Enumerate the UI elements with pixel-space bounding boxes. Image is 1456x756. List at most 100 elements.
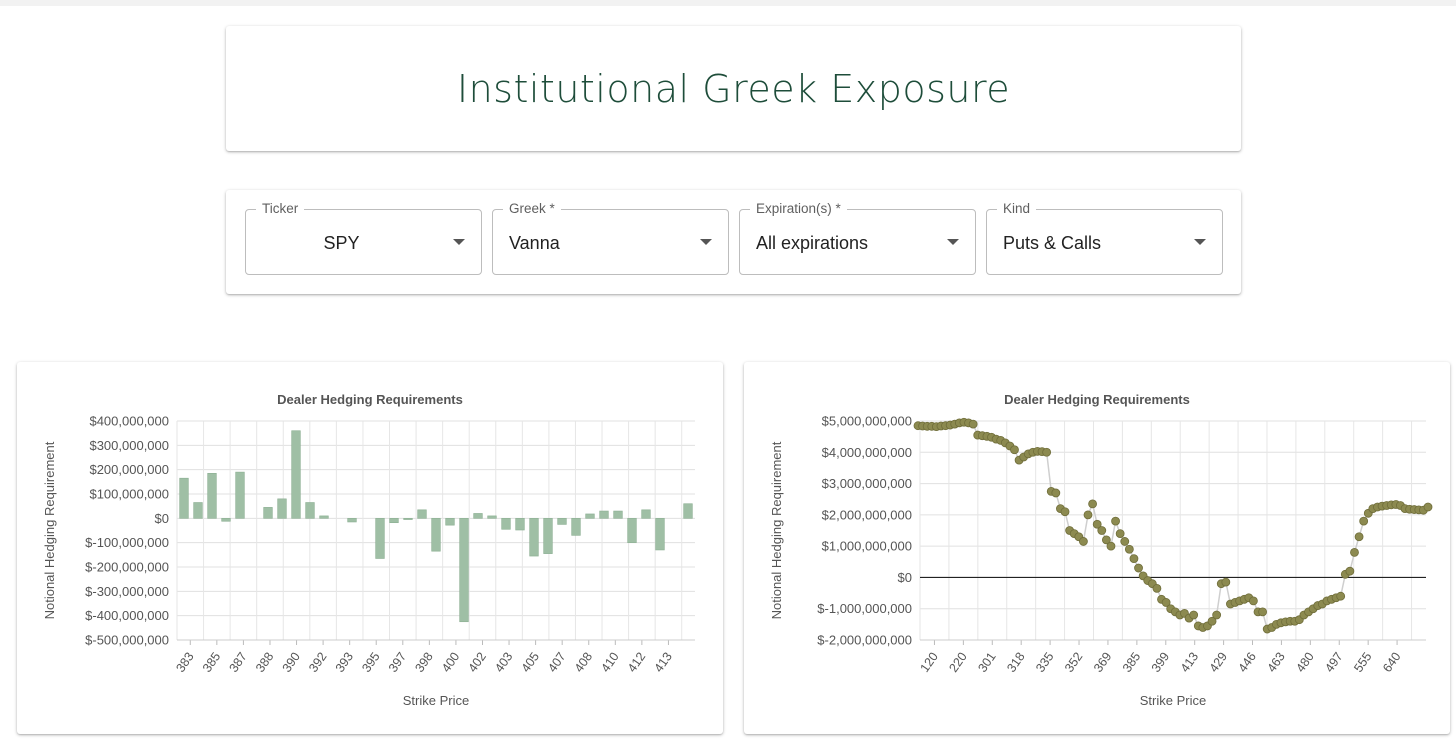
bar[interactable] — [571, 518, 581, 536]
scatter-point[interactable] — [1092, 519, 1102, 529]
bar[interactable] — [641, 509, 651, 519]
y-tick-label: $-300,000,000 — [85, 584, 169, 599]
x-tick-label: 383 — [173, 650, 196, 675]
ticker-value: SPY — [323, 233, 360, 253]
bar[interactable] — [263, 507, 273, 519]
bar[interactable] — [613, 510, 623, 519]
scatter-point[interactable] — [1101, 535, 1111, 545]
bar[interactable] — [501, 518, 511, 530]
scatter-point[interactable] — [1258, 607, 1267, 617]
scatter-point[interactable] — [1212, 610, 1222, 620]
y-tick-label: $-400,000,000 — [85, 608, 169, 623]
series-line — [917, 421, 1429, 631]
scatter-point[interactable] — [1111, 516, 1120, 526]
scatter-point[interactable] — [1088, 499, 1097, 509]
bar[interactable] — [403, 518, 413, 520]
filter-card: Ticker SPY Greek * Vanna Expiration(s) *… — [226, 190, 1241, 294]
bar[interactable] — [515, 518, 525, 531]
bar[interactable] — [221, 518, 231, 522]
x-tick-label: 446 — [1236, 650, 1259, 675]
y-axis-label: Notional Hedging Requirement — [42, 441, 57, 619]
scatter-point[interactable] — [1345, 566, 1355, 576]
x-tick-label: 497 — [1322, 650, 1345, 675]
scatter-point[interactable] — [1221, 577, 1231, 587]
scatter-point[interactable] — [1207, 616, 1217, 626]
kind-value: Puts & Calls — [1003, 233, 1102, 253]
bar[interactable] — [585, 513, 595, 519]
x-tick-label: 412 — [625, 650, 648, 675]
scatter-point[interactable] — [1423, 502, 1433, 512]
scatter-point[interactable] — [968, 419, 978, 429]
y-tick-label: $4,000,000,000 — [822, 445, 912, 460]
scatter-point[interactable] — [1042, 447, 1052, 457]
bar[interactable] — [277, 498, 287, 519]
scatter-point[interactable] — [1010, 445, 1019, 455]
scatter-point[interactable] — [1051, 488, 1061, 498]
scatter-point[interactable] — [1115, 529, 1125, 539]
bar[interactable] — [529, 518, 539, 557]
scatter-point[interactable] — [1350, 547, 1359, 557]
ticker-select[interactable]: Ticker SPY — [245, 201, 482, 275]
scatter-point[interactable] — [1249, 596, 1258, 606]
x-tick-label: 399 — [1149, 650, 1172, 675]
scatter-point[interactable] — [1134, 563, 1143, 573]
bar[interactable] — [319, 515, 329, 519]
bar[interactable] — [291, 430, 301, 519]
scatter-point[interactable] — [1336, 591, 1346, 601]
y-axis-label: Notional Hedging Requirement — [769, 441, 784, 619]
expiration-select[interactable]: Expiration(s) * All expirations — [739, 201, 976, 275]
x-tick-label: 640 — [1380, 650, 1403, 675]
bar[interactable] — [375, 518, 385, 559]
bar[interactable] — [347, 518, 357, 523]
bar-chart-card: Dealer Hedging Requirements $400,000,000 $… — [17, 362, 723, 734]
bar[interactable] — [557, 518, 567, 525]
scatter-point[interactable] — [1354, 532, 1364, 542]
bar[interactable] — [543, 518, 553, 554]
y-tick-label: $-200,000,000 — [85, 560, 169, 575]
caret-down-icon[interactable] — [453, 239, 465, 245]
bar[interactable] — [235, 471, 245, 519]
bar[interactable] — [417, 509, 427, 519]
scatter-point[interactable] — [1359, 516, 1369, 526]
scatter-point[interactable] — [1129, 554, 1139, 564]
scatter-point[interactable] — [1124, 544, 1134, 554]
chart-title: Dealer Hedging Requirements — [277, 392, 463, 407]
y-tick-label: $2,000,000,000 — [822, 507, 912, 522]
scatter-point[interactable] — [1161, 598, 1171, 607]
x-tick-label: 463 — [1264, 650, 1287, 675]
caret-down-icon[interactable] — [1194, 239, 1206, 245]
kind-select[interactable]: Kind Puts & Calls — [986, 201, 1223, 275]
bar[interactable] — [305, 502, 315, 519]
scatter-point[interactable] — [1060, 507, 1070, 517]
bar[interactable] — [487, 515, 497, 519]
bar[interactable] — [683, 503, 693, 519]
scatter-point[interactable] — [1120, 537, 1130, 546]
bar[interactable] — [655, 518, 665, 551]
x-tick-label: 387 — [226, 650, 249, 675]
x-tick-label: 403 — [492, 650, 515, 675]
bar[interactable] — [627, 518, 637, 543]
scatter-point[interactable] — [1083, 510, 1093, 520]
bar[interactable] — [599, 510, 609, 519]
caret-down-icon[interactable] — [947, 239, 959, 245]
bar[interactable] — [193, 502, 203, 519]
y-tick-label: $-100,000,000 — [85, 535, 169, 550]
bar[interactable] — [431, 518, 441, 552]
scatter-point[interactable] — [1097, 526, 1107, 535]
bar[interactable] — [389, 518, 399, 524]
x-tick-label: 429 — [1207, 650, 1230, 675]
bar[interactable] — [459, 518, 469, 623]
bar[interactable] — [207, 473, 217, 519]
caret-down-icon[interactable] — [700, 239, 712, 245]
greek-select[interactable]: Greek * Vanna — [492, 201, 729, 275]
scatter-point[interactable] — [1152, 583, 1162, 593]
bar[interactable] — [179, 477, 189, 519]
x-tick-label: 410 — [598, 650, 621, 675]
scatter-point[interactable] — [1079, 537, 1088, 546]
bar[interactable] — [473, 513, 483, 519]
scatter-point[interactable] — [1106, 541, 1116, 551]
x-tick-label: 318 — [1004, 650, 1027, 675]
x-tick-label: 393 — [333, 650, 356, 675]
bar[interactable] — [445, 518, 455, 526]
scatter-point[interactable] — [1189, 610, 1199, 620]
